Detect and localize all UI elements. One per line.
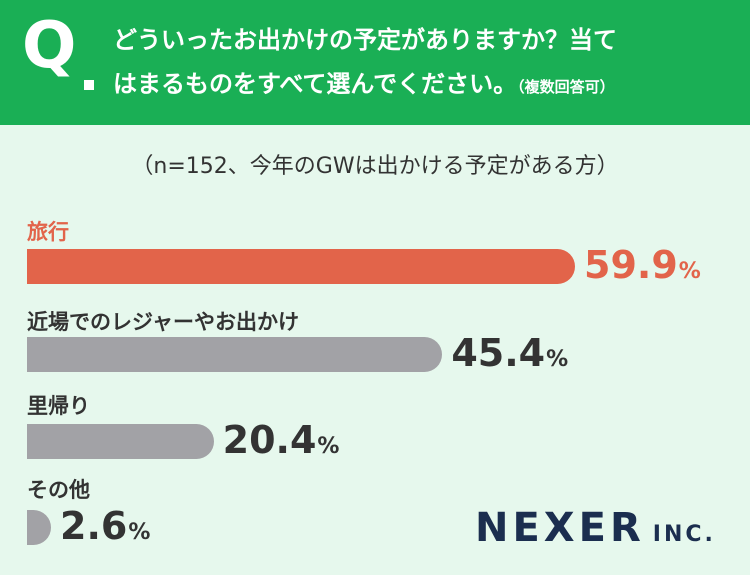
value-number: 2.6 [60, 504, 128, 548]
bar [27, 249, 575, 284]
category-label: 里帰り [27, 394, 90, 418]
question-header: Q どういったお出かけの予定がありますか？当て はまるものをすべて選んでください… [0, 0, 750, 125]
sample-note: （n=152、今年のGWは出かける予定がある方） [131, 154, 619, 179]
value-label: 45.4% [451, 334, 568, 372]
bar [27, 337, 443, 372]
value-unit: % [128, 520, 151, 545]
question-dot [84, 80, 94, 90]
brand-logo: NEXER INC. [475, 508, 716, 548]
value-unit: % [546, 347, 569, 372]
question-line-2-text: はまるものをすべて選んでください。 [113, 70, 518, 98]
value-unit: % [678, 259, 701, 284]
question-mark-letter: Q [22, 9, 77, 83]
category-label: その他 [27, 478, 90, 502]
value-number: 59.9 [584, 243, 678, 287]
value-label: 2.6% [60, 507, 150, 545]
question-line-2: はまるものをすべて選んでください。（複数回答可） [113, 62, 733, 109]
question-note: （複数回答可） [517, 78, 615, 96]
value-label: 20.4% [223, 421, 340, 459]
brand-suffix: INC. [652, 522, 716, 547]
value-unit: % [317, 434, 340, 459]
question-line-1: どういったお出かけの予定がありますか？当て [113, 26, 617, 54]
bar [27, 510, 51, 545]
brand-name: NEXER [475, 505, 645, 551]
category-label: 旅行 [27, 220, 69, 244]
value-label: 59.9% [584, 246, 701, 284]
category-label: 近場でのレジャーやお出かけ [27, 310, 299, 334]
value-number: 45.4 [451, 331, 546, 375]
question-text: どういったお出かけの予定がありますか？当て はまるものをすべて選んでください。（… [113, 18, 733, 109]
value-number: 20.4 [222, 418, 317, 462]
bar [27, 424, 214, 459]
